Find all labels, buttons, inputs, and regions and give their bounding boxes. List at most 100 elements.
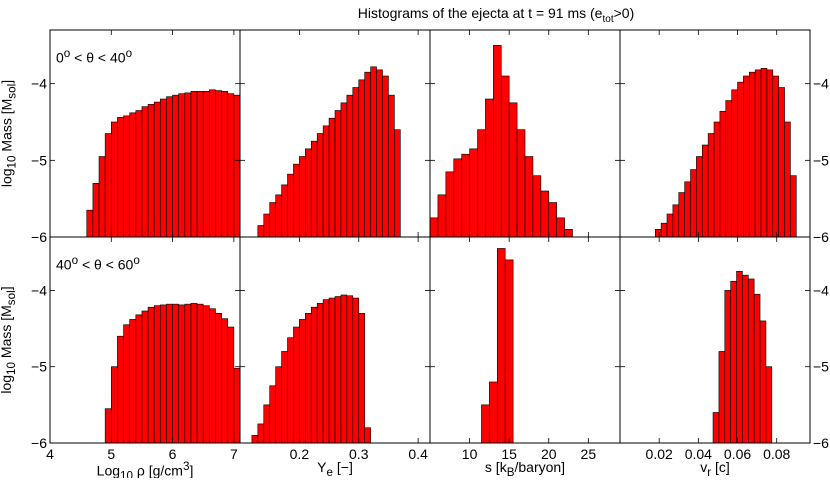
histogram-bar — [160, 304, 167, 444]
histogram-bar — [504, 259, 514, 444]
histogram-bar — [352, 297, 360, 444]
histogram-bar — [743, 75, 750, 238]
histogram-bar — [701, 144, 709, 238]
histogram-bar — [445, 171, 455, 238]
histogram-bar — [548, 202, 557, 238]
histogram-bar — [269, 385, 276, 444]
histogram-bar — [123, 324, 130, 444]
histogram-bar — [190, 91, 198, 238]
histogram-bar — [696, 156, 703, 238]
histogram-bar — [110, 121, 118, 238]
histogram-bar — [556, 217, 565, 238]
histogram-bar — [489, 381, 498, 444]
histogram-bar — [707, 133, 715, 238]
histogram-bar — [129, 319, 137, 444]
histogram-bar — [104, 133, 112, 238]
figure-title: Histograms of the ejecta at t = 91 ms (e… — [358, 5, 634, 25]
histogram-bar — [730, 280, 737, 444]
histogram-bar — [299, 156, 306, 238]
histogram-bar — [209, 89, 216, 238]
panel-frame — [429, 236, 621, 444]
histogram-bar — [370, 66, 377, 238]
histogram-bar — [135, 110, 143, 238]
panel-r1-c0 — [49, 236, 241, 444]
histogram-bar — [690, 169, 697, 238]
panel-r1-c2 — [429, 236, 621, 444]
y-tick-label: −5 — [31, 359, 47, 375]
histogram-bar — [227, 93, 235, 238]
histogram-bar — [104, 408, 112, 444]
panel-frame — [619, 236, 811, 444]
histogram-bar — [305, 148, 312, 238]
histogram-bar — [719, 110, 727, 238]
histogram-bar — [713, 121, 721, 238]
y-axis-label: log10 Mass [Msol] — [0, 286, 17, 393]
x-tick-label: 6 — [169, 446, 177, 462]
histogram-bar — [666, 213, 674, 238]
histogram-bar — [496, 248, 506, 444]
histogram-bar — [322, 125, 330, 238]
histogram-bar — [172, 94, 180, 238]
y-tick-label: −4 — [813, 76, 829, 92]
panel-r1-c3 — [619, 236, 811, 444]
histogram-bar — [352, 87, 360, 238]
histogram-bar — [760, 68, 768, 238]
histogram-bar — [346, 94, 354, 238]
histogram-bar — [540, 190, 550, 238]
panels-layer: 4 5 6 7 Log10 ρ [g/cm3] 0.2 0.3 0.4 Ye [−] 10 15 20… — [0, 29, 829, 478]
histogram-bar — [209, 308, 216, 444]
panel-r0-c3 — [619, 29, 811, 238]
histogram-bar — [257, 423, 265, 444]
x-tick-label: 7 — [230, 446, 238, 462]
histogram-bar — [184, 92, 192, 238]
histogram-bar — [742, 274, 749, 444]
histogram-bar — [376, 69, 383, 238]
histogram-bar — [110, 366, 118, 444]
histogram-bar — [334, 110, 342, 238]
histogram-bar — [251, 435, 259, 444]
histogram-bar — [340, 294, 348, 444]
histogram-bar — [564, 229, 573, 238]
x-tick-label: 15 — [501, 446, 517, 462]
histogram-bar — [382, 75, 389, 238]
x-tick-label: 0.06 — [724, 446, 751, 462]
histogram-bar — [508, 102, 518, 238]
histogram-bar — [147, 306, 155, 444]
x-tick-label: 10 — [462, 446, 478, 462]
histogram-bar — [153, 101, 161, 238]
histogram-bar — [166, 96, 173, 238]
histogram-bar — [772, 75, 779, 238]
histogram-bar — [184, 303, 192, 444]
x-tick-label: 0.2 — [290, 446, 310, 462]
histogram-bar — [141, 106, 149, 238]
y-tick-label: −5 — [813, 152, 829, 168]
histogram-bar — [196, 303, 204, 444]
histogram-bar — [358, 79, 365, 238]
histogram-bar — [316, 303, 324, 444]
histogram-bar — [493, 45, 502, 238]
histogram-bar — [725, 100, 732, 238]
histogram-bar — [160, 98, 167, 238]
histogram-bar — [672, 204, 680, 238]
histogram-bar — [736, 271, 743, 444]
histogram-bar — [196, 91, 204, 238]
histogram-bar — [287, 337, 294, 444]
histogram-bar — [364, 71, 371, 238]
histogram-bar — [117, 117, 124, 238]
histogram-bar — [293, 163, 300, 238]
y-axis-label: log10 Mass [Msol] — [0, 80, 17, 187]
histogram-bar — [316, 133, 324, 238]
histogram-bar — [269, 202, 276, 238]
histogram-bar — [92, 183, 100, 238]
histogram-bar — [275, 366, 282, 444]
histogram-bar — [172, 303, 180, 444]
histogram-bar — [724, 290, 731, 444]
y-tick-label: −6 — [31, 435, 47, 451]
x-axis-label: Ye [−] — [317, 459, 353, 478]
histogram-bar — [215, 312, 222, 444]
histogram-bar — [233, 94, 241, 238]
histogram-bar — [364, 427, 371, 444]
x-axis-label: s [kB/baryon] — [485, 459, 565, 478]
histogram-bar — [481, 404, 490, 444]
histogram-bar — [263, 404, 270, 444]
